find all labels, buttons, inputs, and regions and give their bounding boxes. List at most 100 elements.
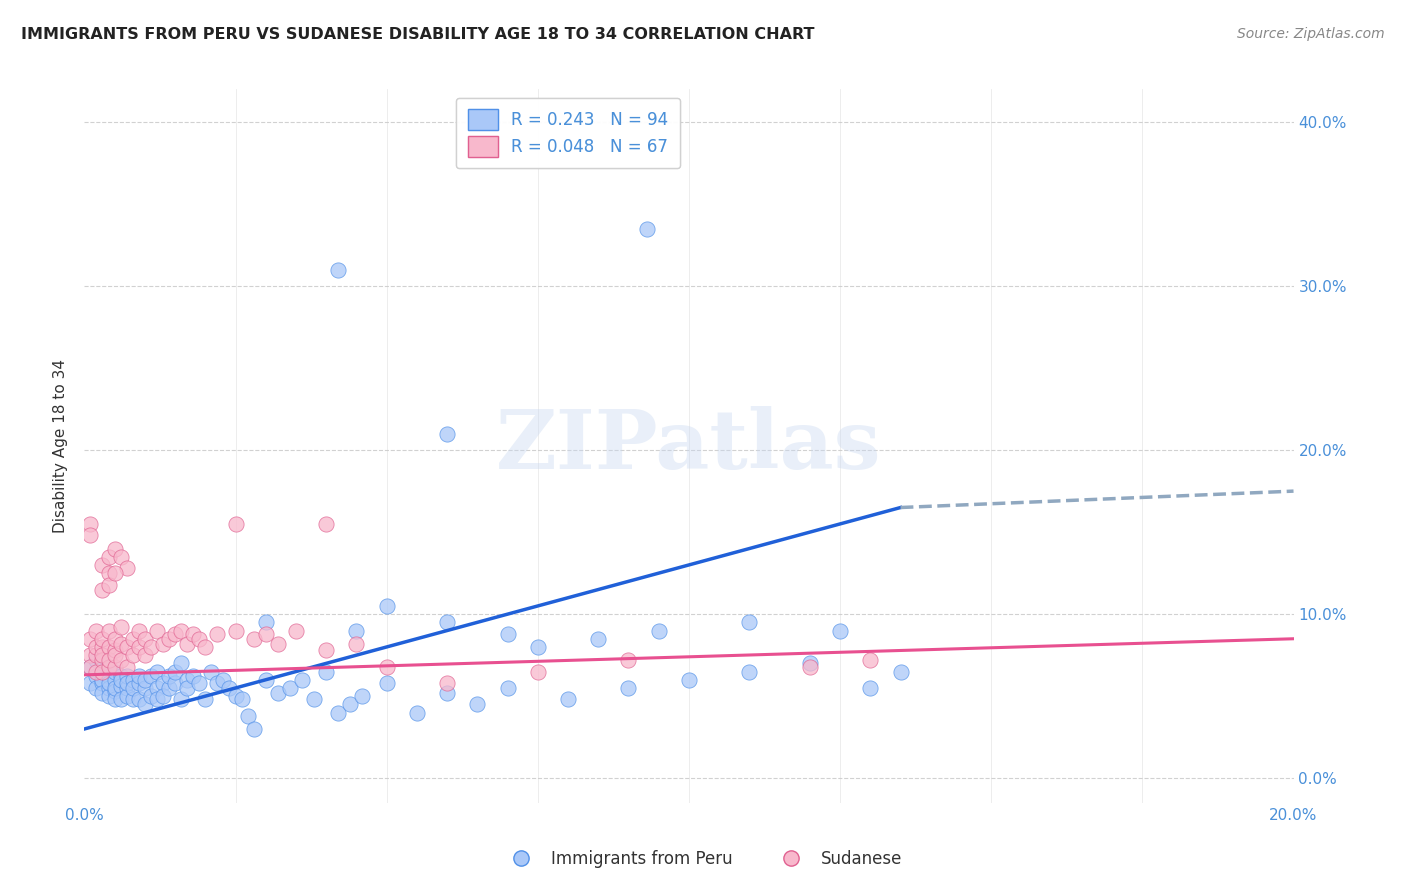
Point [121,692,143,706]
Point [91,648,114,662]
Point [496,681,519,695]
Point [104,648,127,662]
Legend: Immigrants from Peru, Sudanese: Immigrants from Peru, Sudanese [498,844,908,875]
Point [104,566,127,581]
Point [278,681,301,695]
Point [104,692,127,706]
Point [97,659,120,673]
Point [859,653,882,667]
Point [134,681,156,695]
Point [165,676,187,690]
Point [436,686,458,700]
Point [527,640,550,654]
Point [176,637,198,651]
Point [104,681,127,695]
Point [86,653,108,667]
Point [157,669,180,683]
Point [97,566,120,581]
Point [86,669,108,683]
Point [467,698,489,712]
Point [315,516,337,531]
Point [146,665,169,679]
Point [115,561,138,575]
Point [97,689,120,703]
Point [91,665,114,679]
Point [134,648,156,662]
Point [91,558,114,572]
Point [285,624,308,638]
Point [218,681,240,695]
Point [97,676,120,690]
Point [79,676,101,690]
Point [91,673,114,687]
Point [636,221,658,235]
Point [165,665,187,679]
Point [188,676,211,690]
Point [115,676,138,690]
Point [91,657,114,671]
Point [352,689,374,703]
Point [346,637,368,651]
Point [165,627,187,641]
Point [315,643,337,657]
Point [134,698,156,712]
Point [91,653,114,667]
Point [110,692,132,706]
Point [181,627,204,641]
Point [236,709,259,723]
Point [91,665,114,679]
Point [134,673,156,687]
Point [97,669,120,683]
Point [188,632,211,646]
Point [375,659,398,673]
Point [242,632,264,646]
Point [231,692,253,706]
Point [110,679,132,693]
Point [86,665,108,679]
Point [86,648,108,662]
Point [79,632,101,646]
Point [194,692,217,706]
Point [799,657,821,671]
Text: Source: ZipAtlas.com: Source: ZipAtlas.com [1237,27,1385,41]
Point [97,653,120,667]
Point [79,659,101,673]
Point [588,632,610,646]
Point [738,615,761,630]
Point [121,632,143,646]
Point [110,669,132,683]
Point [104,632,127,646]
Point [86,681,108,695]
Point [139,669,162,683]
Point [110,637,132,651]
Point [859,681,882,695]
Point [339,698,361,712]
Point [617,681,640,695]
Point [104,684,127,698]
Point [128,624,150,638]
Point [375,599,398,613]
Point [115,681,138,695]
Point [830,624,852,638]
Point [128,692,150,706]
Point [557,692,579,706]
Point [291,673,314,687]
Point [128,640,150,654]
Point [648,624,671,638]
Point [254,615,277,630]
Point [267,686,290,700]
Text: ZIPatlas: ZIPatlas [496,406,882,486]
Point [115,640,138,654]
Point [97,624,120,638]
Point [170,657,193,671]
Point [375,676,398,690]
Point [152,676,174,690]
Point [79,659,101,673]
Point [406,706,429,720]
Y-axis label: Disability Age 18 to 34: Disability Age 18 to 34 [53,359,69,533]
Point [738,665,761,679]
Point [139,689,162,703]
Point [110,673,132,687]
Point [890,665,912,679]
Point [91,676,114,690]
